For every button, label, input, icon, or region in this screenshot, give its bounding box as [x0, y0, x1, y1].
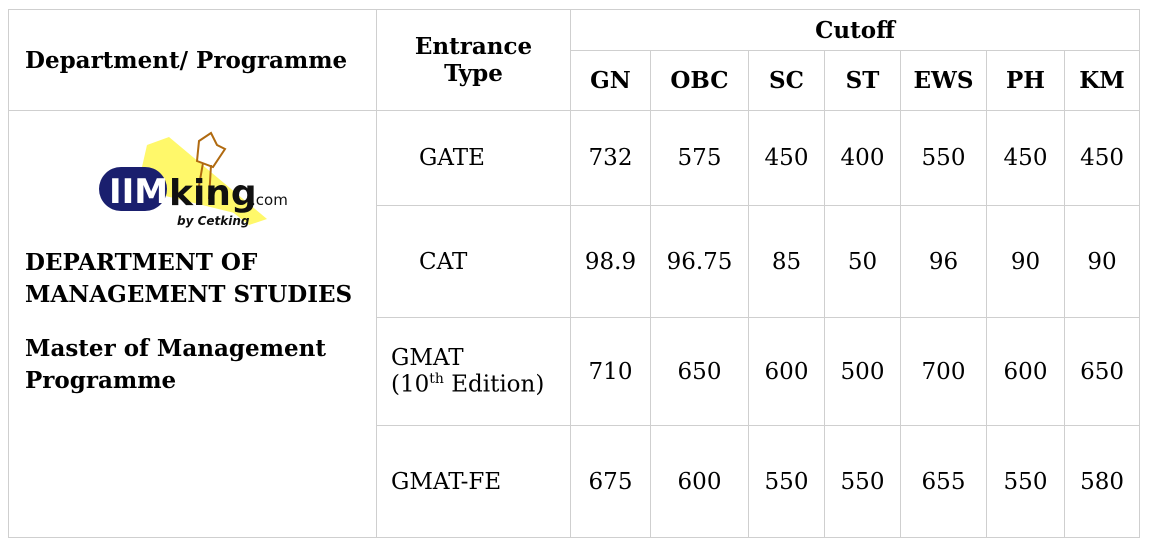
cutoff-value: 96 — [900, 205, 987, 318]
entrance-type-gate: GATE — [376, 110, 571, 206]
entrance-type-label: GMAT — [391, 345, 464, 372]
cutoff-value: 650 — [1063, 317, 1141, 426]
table-row: GMAT-FE 675 600 550 550 655 550 580 — [9, 425, 1141, 538]
cutoff-value: 732 — [570, 110, 651, 206]
header-km: KM — [1063, 50, 1141, 111]
cutoff-value: 450 — [1063, 110, 1141, 206]
cutoff-value: 580 — [1063, 425, 1141, 538]
header-department: Department/ Programme — [8, 9, 377, 111]
cutoff-value: 90 — [1063, 205, 1141, 318]
iimking-logo: IIM king .com by Cetking — [99, 131, 288, 228]
svg-text:.com: .com — [251, 191, 288, 209]
cutoff-value: 600 — [748, 317, 825, 426]
header-gn: GN — [570, 50, 651, 111]
cutoff-value: 500 — [824, 317, 901, 426]
cutoff-value: 550 — [900, 110, 987, 206]
cutoff-value: 710 — [570, 317, 651, 426]
cutoff-value: 700 — [900, 317, 987, 426]
cutoff-value: 400 — [824, 110, 901, 206]
edition-suffix: Edition) — [443, 371, 545, 398]
cutoff-value: 450 — [748, 110, 825, 206]
cutoff-value: 675 — [570, 425, 651, 538]
svg-text:by Cetking: by Cetking — [177, 214, 250, 228]
cutoff-value: 600 — [650, 425, 749, 538]
table-row: IIM king .com by Cetking DEPARTMENT OF M… — [8, 110, 1141, 538]
cutoff-value: 90 — [986, 205, 1065, 318]
cutoff-value: 550 — [824, 425, 901, 538]
programme-name: Master of Management Programme — [25, 335, 326, 394]
cutoff-value: 550 — [986, 425, 1065, 538]
cutoff-table: Department/ Programme Entrance Type Cuto… — [8, 9, 1141, 538]
header-obc: OBC — [650, 50, 749, 111]
svg-text:IIM: IIM — [109, 172, 168, 212]
edition-prefix: (10 — [391, 371, 430, 398]
edition-sup: th — [429, 371, 444, 388]
cutoff-value: 575 — [650, 110, 749, 206]
header-entrance-type: Entrance Type — [376, 9, 571, 111]
cutoff-value: 85 — [748, 205, 825, 318]
header-sc: SC — [748, 50, 825, 111]
header-ews: EWS — [900, 50, 987, 111]
svg-text:king: king — [169, 173, 257, 214]
header-cutoff: Cutoff — [569, 9, 1141, 51]
entrance-type-gmat: GMAT (10th Edition) — [376, 317, 571, 426]
table-row: GMAT (10th Edition) 710 650 600 500 700 … — [9, 317, 1141, 426]
cutoff-value: 50 — [824, 205, 901, 318]
department-cell: IIM king .com by Cetking DEPARTMENT OF M… — [8, 110, 377, 538]
cutoff-value: 600 — [986, 317, 1065, 426]
cutoff-value: 96.75 — [650, 205, 749, 318]
header-st: ST — [824, 50, 901, 111]
table-row: CAT 98.9 96.75 85 50 96 90 90 — [9, 205, 1141, 318]
cutoff-value: 650 — [650, 317, 749, 426]
cutoff-value: 450 — [986, 110, 1065, 206]
entrance-type-gmat-fe: GMAT-FE — [376, 425, 571, 538]
department-name: DEPARTMENT OF MANAGEMENT STUDIES — [25, 249, 353, 308]
cutoff-value: 550 — [748, 425, 825, 538]
cutoff-value: 98.9 — [570, 205, 651, 318]
entrance-type-cat: CAT — [376, 205, 571, 318]
cutoff-value: 655 — [900, 425, 987, 538]
entrance-type-edition: (10th Edition) — [391, 371, 570, 398]
header-ph: PH — [986, 50, 1065, 111]
